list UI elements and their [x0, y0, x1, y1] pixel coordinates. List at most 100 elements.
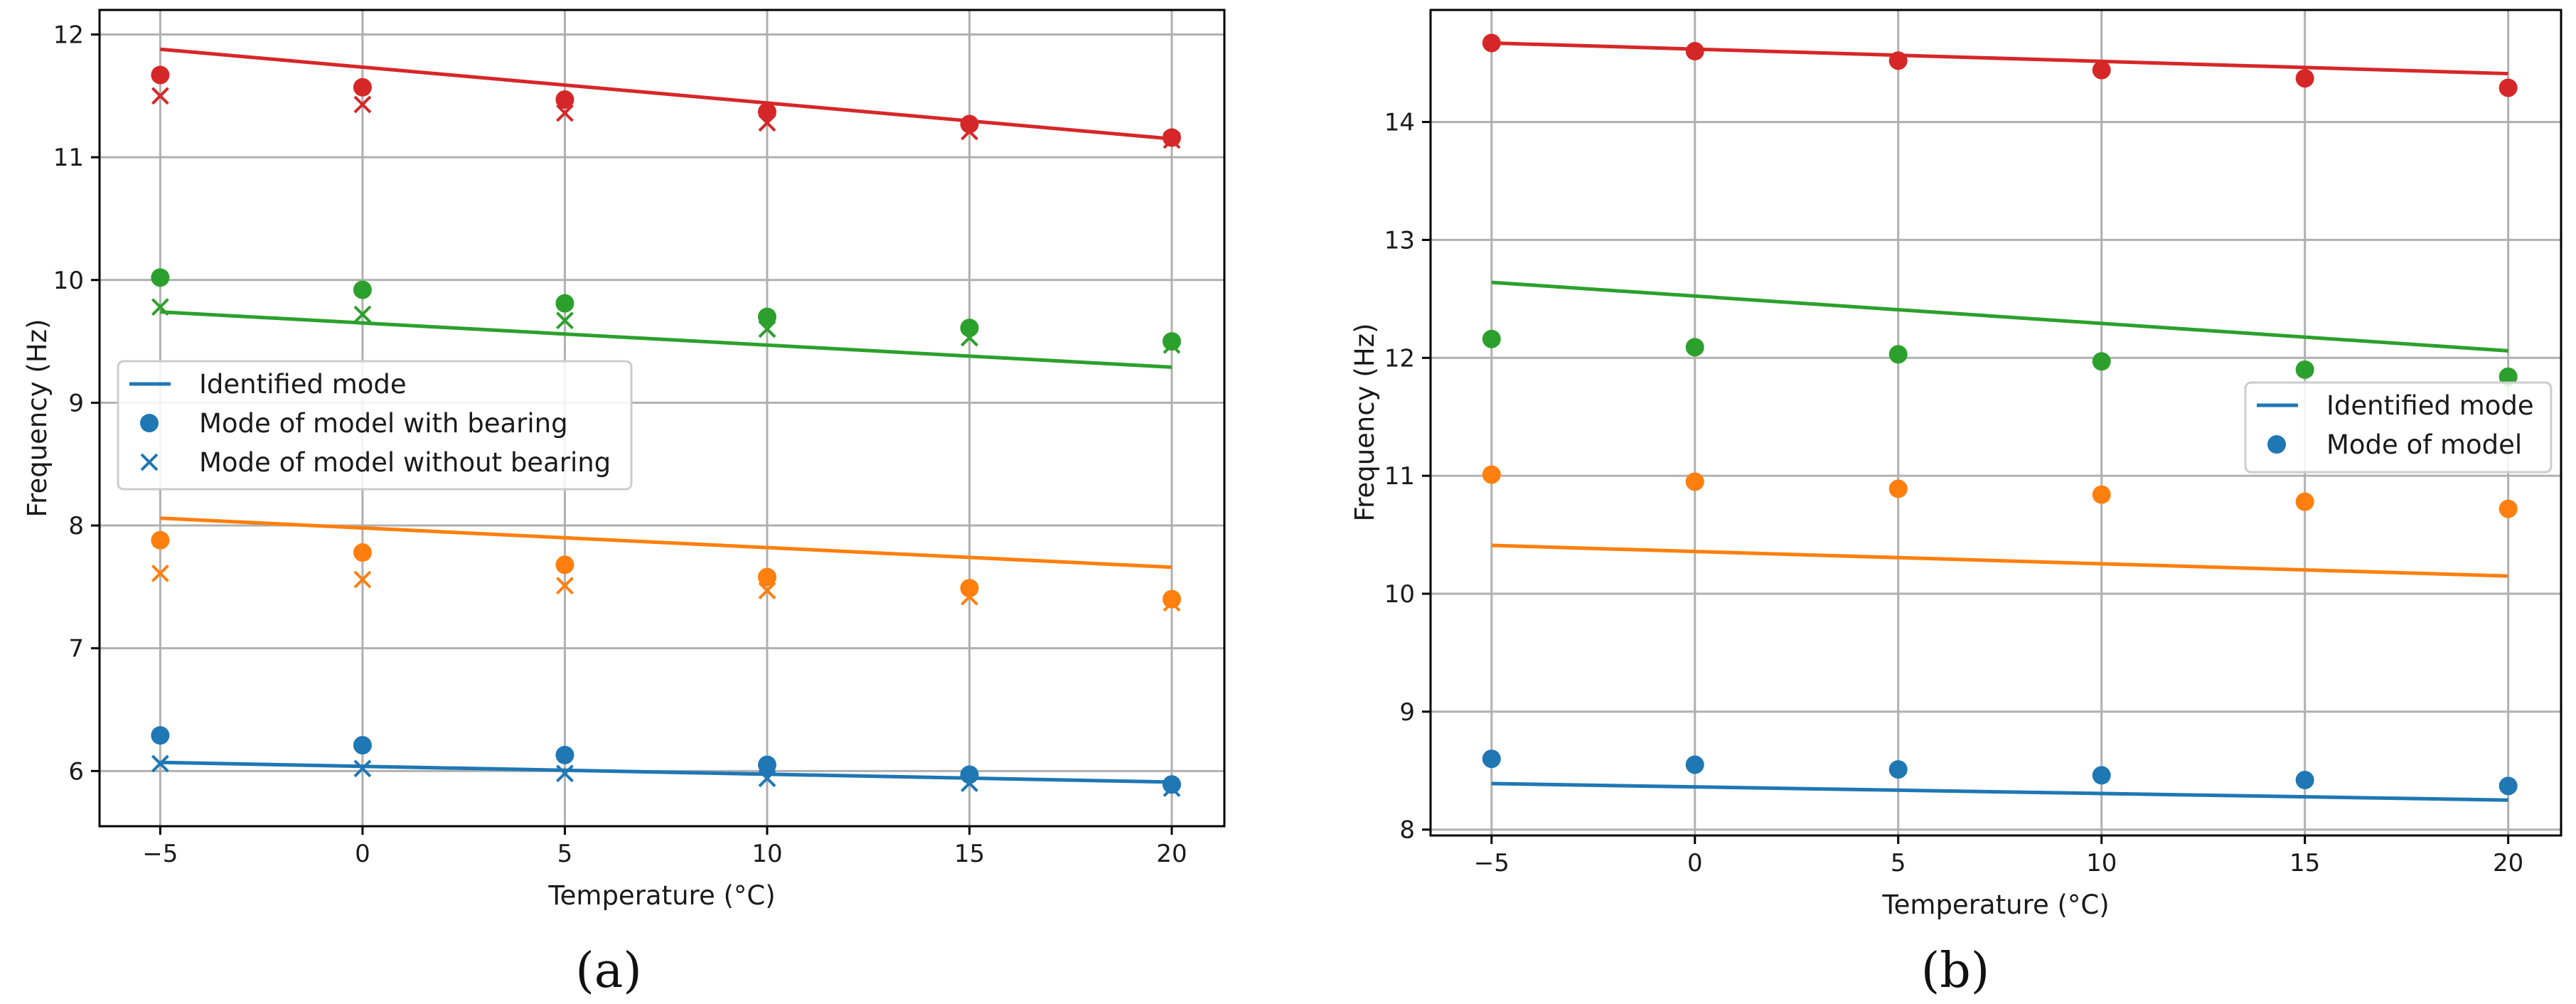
model-point	[2092, 352, 2111, 371]
without-bearing-point	[353, 759, 372, 778]
model-point	[2092, 485, 2111, 504]
legend-label: Identified mode	[2326, 390, 2534, 421]
identified-mode-line	[1491, 543, 2508, 578]
model-point	[1888, 479, 1908, 498]
x-tick-label: 5	[557, 840, 573, 868]
y-tick-label: 8	[68, 512, 84, 540]
x-axis-label: Temperature (°C)	[547, 880, 775, 911]
y-tick-label: 11	[1384, 462, 1415, 491]
series-red	[151, 47, 1182, 149]
model-point	[2092, 766, 2111, 785]
identified-mode-line	[160, 47, 1172, 141]
legend-label: Mode of model without bearing	[199, 447, 611, 478]
identified-mode-line	[1491, 41, 2508, 76]
with-bearing-point	[1163, 589, 1182, 609]
x-tick-label: 15	[2289, 849, 2320, 877]
with-bearing-point	[757, 567, 776, 587]
without-bearing-point	[1163, 594, 1181, 612]
without-bearing-point	[961, 329, 978, 347]
without-bearing-point-stroke-2	[353, 759, 372, 778]
x-tick-label: 10	[752, 840, 782, 868]
without-bearing-point	[151, 564, 169, 582]
plot-area	[1482, 33, 2518, 802]
with-bearing-point	[1163, 128, 1182, 147]
with-bearing-point	[757, 307, 776, 326]
without-bearing-point-stroke-2	[1163, 336, 1181, 354]
without-bearing-point	[961, 774, 978, 792]
without-bearing-point	[758, 769, 776, 788]
y-tick-label: 14	[1384, 109, 1415, 137]
with-bearing-point	[1163, 775, 1182, 794]
without-bearing-point-stroke-2	[1163, 131, 1181, 149]
model-point	[2092, 60, 2111, 80]
model-point	[2498, 367, 2518, 386]
model-point	[2295, 360, 2314, 379]
model-point	[1482, 465, 1501, 484]
without-bearing-point-stroke-2	[353, 305, 372, 324]
series-orange	[1482, 465, 2518, 578]
y-tick-label: 11	[53, 144, 84, 172]
x-axis-label: Temperature (°C)	[1881, 890, 2109, 920]
without-bearing-point	[758, 320, 776, 338]
x-tick-label: 20	[2493, 849, 2523, 877]
legend-x-icon	[140, 453, 159, 471]
without-bearing-point	[1163, 131, 1181, 149]
without-bearing-point-stroke-2	[556, 311, 574, 330]
with-bearing-point	[353, 543, 372, 562]
x-tick-label: −5	[142, 840, 178, 868]
identified-mode-line	[1491, 781, 2508, 802]
legend-circle-icon	[140, 414, 159, 432]
x-tick-label: 20	[1156, 840, 1187, 868]
plot-area	[151, 47, 1182, 797]
model-point	[1888, 51, 1908, 70]
without-bearing-point-stroke-2	[1163, 594, 1181, 612]
model-point	[2498, 499, 2518, 518]
y-tick-label: 10	[53, 267, 84, 295]
model-point	[1888, 760, 1908, 779]
y-tick-label: 13	[1384, 226, 1415, 255]
without-bearing-point-stroke-2	[961, 587, 978, 606]
with-bearing-point	[151, 726, 170, 745]
with-bearing-point	[960, 579, 979, 598]
without-bearing-point	[758, 114, 776, 132]
y-axis-label: Frequency (Hz)	[22, 319, 53, 517]
with-bearing-point	[1163, 332, 1182, 351]
without-bearing-point-stroke-2	[151, 87, 169, 105]
series-orange	[151, 516, 1182, 612]
y-tick-label: 9	[68, 389, 84, 417]
chart-b: −5 0 5 10 15 20 8 9 10 11 12 13 14 Temperature (°C) Fr…	[1350, 9, 2562, 999]
with-bearing-point	[960, 319, 979, 338]
panel-label: (a)	[575, 943, 642, 999]
without-bearing-point-stroke-2	[961, 774, 978, 792]
without-bearing-point-stroke-2	[151, 298, 169, 316]
x-tick-label: 15	[954, 840, 985, 868]
without-bearing-point-stroke-2	[151, 754, 169, 773]
without-bearing-point	[556, 311, 574, 330]
without-bearing-point	[961, 587, 978, 606]
y-tick-label: 12	[1384, 344, 1415, 373]
series-blue	[151, 726, 1182, 797]
without-bearing-point-stroke-2	[758, 320, 776, 338]
legend-circle-icon	[2267, 435, 2286, 454]
y-tick-label: 10	[1384, 580, 1415, 609]
model-point	[1685, 42, 1704, 61]
identified-mode-line	[160, 760, 1172, 784]
model-point	[1685, 755, 1704, 774]
with-bearing-point	[555, 745, 574, 764]
without-bearing-point-stroke-2	[961, 329, 978, 347]
with-bearing-point	[353, 78, 372, 97]
without-bearing-point	[1163, 779, 1181, 797]
y-tick-label: 12	[53, 21, 84, 50]
model-point	[1482, 33, 1501, 53]
without-bearing-point-stroke-2	[556, 577, 574, 595]
with-bearing-point	[555, 294, 574, 313]
with-bearing-point	[757, 755, 776, 774]
model-point	[2295, 771, 2314, 790]
y-tick-label: 6	[68, 757, 84, 786]
with-bearing-point	[960, 765, 979, 784]
legend: Identified mode Mode of model	[2244, 381, 2553, 474]
with-bearing-point	[353, 736, 372, 755]
without-bearing-point-stroke-2	[758, 582, 776, 599]
x-tick-label: −5	[1474, 849, 1509, 877]
